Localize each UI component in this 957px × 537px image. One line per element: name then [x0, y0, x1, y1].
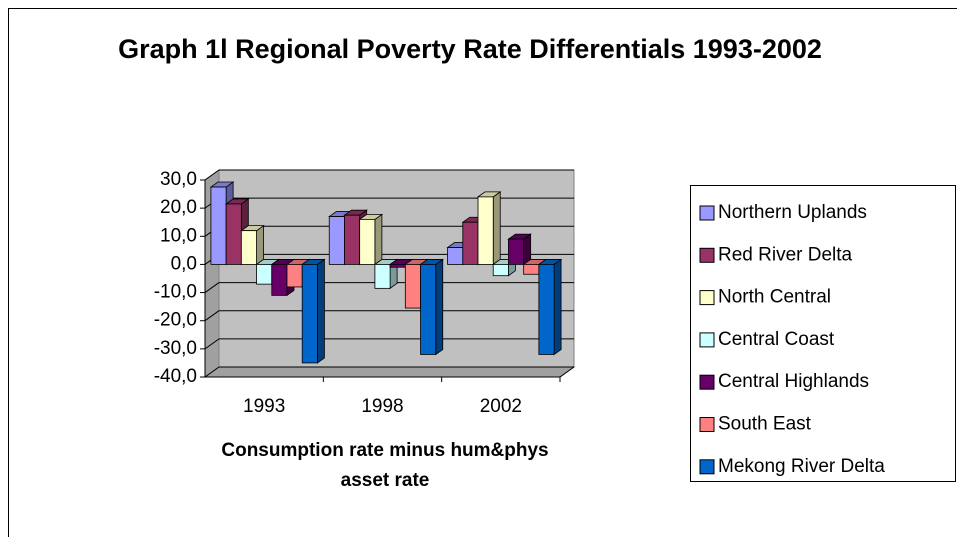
bar [301, 264, 318, 364]
bar [477, 196, 494, 265]
bar [462, 221, 479, 265]
legend-label: North Central [718, 287, 831, 308]
x-axis-back [559, 366, 575, 378]
legend-label: Central Highlands [718, 371, 869, 392]
x-tick-label: 1993 [243, 396, 285, 417]
x-axis-label: Consumption rate minus hum&phys asset ra… [221, 440, 549, 491]
chart-title: Graph 1l Regional Poverty Rate Different… [118, 34, 822, 64]
bar-side [317, 258, 325, 364]
bar-side [435, 258, 444, 356]
y-tick-label: -30,0 [154, 338, 197, 359]
legend-swatch [699, 205, 715, 221]
bar [523, 264, 540, 275]
legend-swatch [699, 374, 715, 390]
bar [538, 264, 555, 355]
grid-line-side [204, 366, 220, 378]
bar [328, 216, 345, 265]
legend-box [690, 185, 956, 482]
legend-swatch [699, 417, 715, 432]
x-tick-label: 1998 [361, 396, 403, 417]
bar [508, 238, 525, 265]
grid-line-side [204, 338, 220, 350]
bar-side [374, 213, 383, 266]
x-tick-label: 2002 [480, 396, 522, 417]
bar [359, 218, 376, 265]
grid-line-side [204, 282, 220, 293]
legend-label: Northern Uplands [718, 202, 867, 223]
y-tick-label: 0,0 [171, 253, 197, 274]
bar [447, 247, 464, 265]
y-tick-label: 10,0 [160, 225, 197, 246]
bar-side [256, 224, 264, 266]
y-tick-label: -20,0 [154, 310, 197, 331]
grid-line-side [204, 310, 220, 322]
bar [344, 214, 361, 265]
y-tick-label: 30,0 [160, 169, 197, 190]
bar [271, 264, 288, 296]
bar [420, 264, 437, 355]
legend-swatch [699, 459, 715, 475]
floor [203, 366, 576, 378]
legend-label: South East [718, 414, 812, 435]
legend-label: Mekong River Delta [718, 456, 885, 477]
y-tick-label: -10,0 [154, 282, 197, 303]
grid-line-side [204, 169, 220, 181]
bar [256, 264, 273, 285]
legend-swatch [699, 332, 715, 348]
bar [492, 264, 509, 277]
bar [240, 230, 257, 265]
bar [286, 264, 303, 288]
bar [389, 264, 406, 268]
bar-side [492, 191, 501, 266]
y-tick-label: 20,0 [160, 197, 197, 218]
bar [404, 264, 421, 309]
bar [374, 264, 391, 289]
bar [225, 203, 242, 265]
legend-label: Red River Delta [718, 244, 853, 265]
legend-swatch [699, 247, 715, 263]
legend-swatch [699, 290, 715, 306]
bar-side [553, 258, 562, 356]
bar [210, 186, 227, 265]
y-tick-label: -40,0 [154, 366, 197, 387]
legend-label: Central Coast [718, 329, 835, 350]
